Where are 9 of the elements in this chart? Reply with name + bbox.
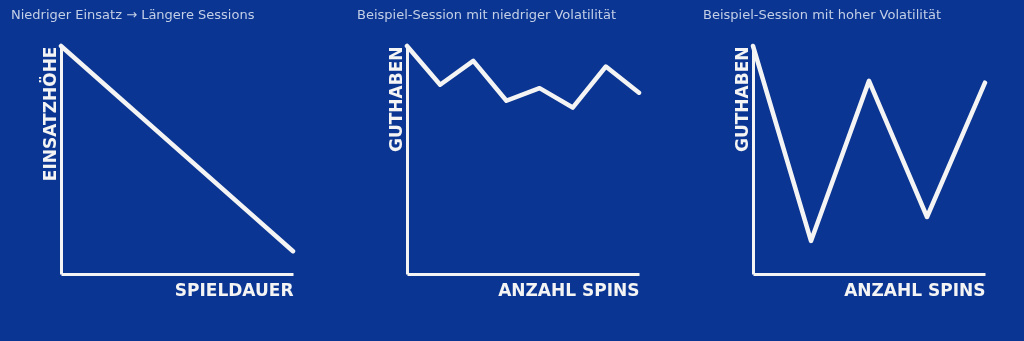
chart-title: Beispiel-Session mit hoher Volatilität <box>703 6 942 22</box>
x-axis-title: ANZAHL SPINS <box>844 279 986 300</box>
x-axis-title: ANZAHL SPINS <box>498 279 640 300</box>
y-axis-title: GUTHABEN <box>731 46 752 153</box>
x-axis-title: SPIELDAUER <box>174 279 294 300</box>
chart-title: Beispiel-Session mit niedriger Volatilität <box>357 6 616 22</box>
y-axis-title: EINSATZHÖHE <box>38 46 60 182</box>
chart-title: Niedriger Einsatz → Längere Sessions <box>11 6 255 22</box>
y-axis-title: GUTHABEN <box>385 46 406 153</box>
